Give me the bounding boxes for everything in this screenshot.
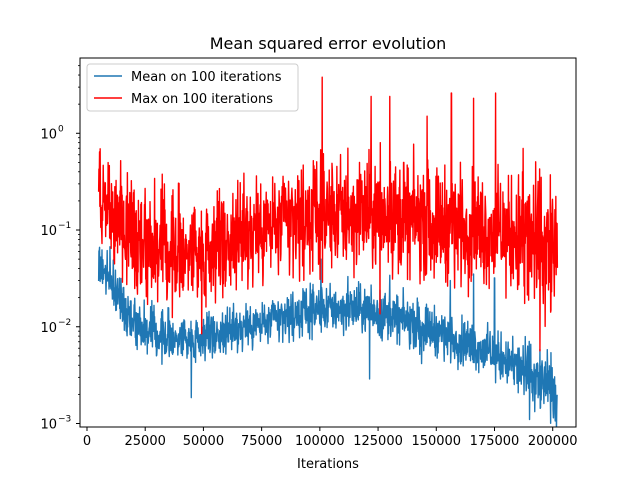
legend-label: Mean on 100 iterations — [131, 70, 282, 85]
series-layer — [97, 76, 559, 427]
y-tick-exponent: 0 — [58, 124, 64, 134]
x-tick-label: 175000 — [470, 434, 520, 449]
series-line — [97, 246, 558, 427]
x-tick-label: 25000 — [125, 434, 166, 449]
legend-label: Max on 100 iterations — [131, 92, 273, 107]
x-axis: 0 25000 50000 75000 100000 125000 150000 175000… — [83, 427, 578, 449]
x-tick-label: 75000 — [241, 434, 282, 449]
x-tick-label: 125000 — [353, 434, 403, 449]
series-line — [97, 76, 559, 352]
y-tick-label: 10 — [40, 321, 57, 336]
y-tick-label: 10 — [40, 417, 57, 432]
x-tick-label: 150000 — [411, 434, 461, 449]
legend-box — [86, 63, 299, 112]
y-tick-label: 10 — [40, 224, 57, 239]
x-tick-label: 0 — [83, 434, 91, 449]
y-tick-exponent: −2 — [58, 318, 71, 328]
y-tick-exponent: −1 — [58, 221, 71, 231]
y-tick-label: 10 — [40, 127, 57, 142]
plot-frame — [79, 57, 577, 428]
chart-title: Mean squared error evolution — [210, 34, 447, 53]
x-tick-label: 200000 — [528, 434, 578, 449]
y-tick-exponent: −3 — [58, 414, 71, 424]
x-tick-label: 50000 — [183, 434, 224, 449]
x-axis-label: Iterations — [297, 457, 359, 472]
x-tick-label: 100000 — [295, 434, 345, 449]
legend: Mean on 100 iterations Max on 100 iterati… — [86, 63, 299, 112]
